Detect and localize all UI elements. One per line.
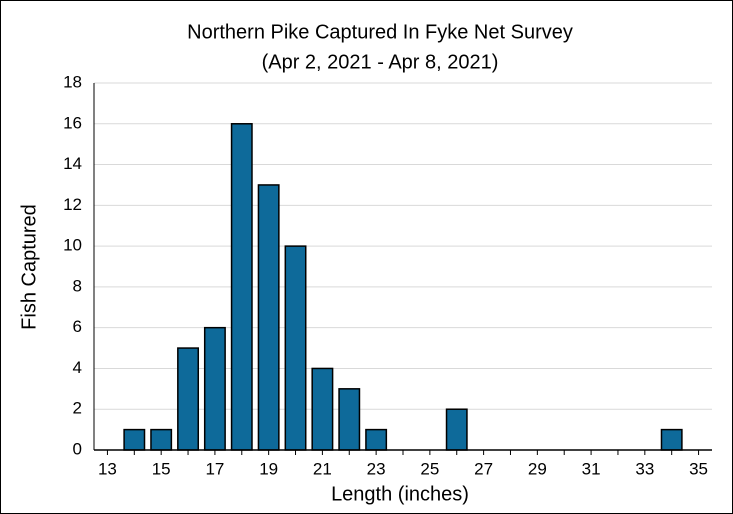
bar [230, 123, 253, 451]
x-tick-label: 17 [205, 459, 224, 478]
x-tick-label: 19 [259, 459, 278, 478]
y-axis-label: Fish Captured [18, 204, 40, 330]
y-tick-label: 4 [73, 358, 82, 377]
bar [445, 408, 468, 451]
x-tick-label: 15 [152, 459, 171, 478]
bar [660, 428, 683, 451]
bar [311, 367, 334, 451]
y-tick-label: 10 [63, 236, 82, 255]
bar [150, 428, 173, 451]
y-tick-label: 2 [73, 399, 82, 418]
x-tick-label: 13 [98, 459, 117, 478]
bar [284, 245, 307, 451]
x-tick-label: 23 [367, 459, 386, 478]
bar [365, 428, 388, 451]
bar [257, 184, 280, 451]
x-tick-label: 29 [528, 459, 547, 478]
chart-subtitle: (Apr 2, 2021 - Apr 8, 2021) [262, 51, 499, 73]
y-tick-label: 16 [63, 113, 82, 132]
x-tick-label: 27 [474, 459, 493, 478]
x-tick-label: 25 [420, 459, 439, 478]
x-tick-label: 33 [635, 459, 654, 478]
y-tick-label: 12 [63, 195, 82, 214]
chart-title: Northern Pike Captured In Fyke Net Surve… [187, 21, 573, 43]
bar [203, 326, 226, 451]
bar [123, 428, 146, 451]
x-tick-label: 31 [582, 459, 601, 478]
y-tick-label: 0 [73, 439, 82, 458]
y-tick-label: 6 [73, 317, 82, 336]
y-tick-label: 18 [63, 72, 82, 91]
x-axis-label: Length (inches) [331, 483, 469, 505]
bar [177, 347, 200, 451]
x-tick-label: 35 [689, 459, 708, 478]
x-tick-label: 21 [313, 459, 332, 478]
y-tick-label: 14 [63, 154, 82, 173]
bar [338, 388, 361, 451]
y-tick-label: 8 [73, 276, 82, 295]
